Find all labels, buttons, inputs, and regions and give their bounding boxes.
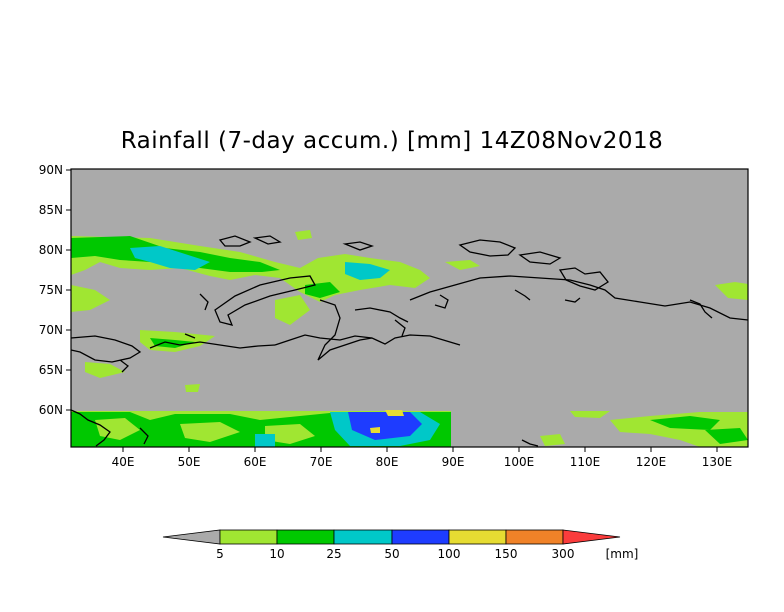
colorbar-high-arrow — [562, 529, 621, 545]
lon-label-60e: 60E — [244, 455, 267, 469]
colorbar-label-10: 10 — [269, 547, 284, 561]
lon-label-100e: 100E — [504, 455, 535, 469]
lat-label-75n: 75N — [39, 283, 63, 297]
lat-label-65n: 65N — [39, 363, 63, 377]
latitude-axis — [66, 169, 71, 411]
colorbar-unit: [mm] — [606, 547, 639, 561]
colorbar — [162, 529, 621, 545]
lat-label-70n: 70N — [39, 323, 63, 337]
lat-label-90n: 90N — [39, 163, 63, 177]
lon-label-40e: 40E — [112, 455, 135, 469]
lon-label-120e: 120E — [636, 455, 667, 469]
colorbar-label-300: 300 — [552, 547, 575, 561]
lon-label-130e: 130E — [702, 455, 733, 469]
map-title: Rainfall (7-day accum.) [mm] 14Z08Nov201… — [120, 128, 664, 154]
colorbar-swatch-100-150 — [448, 529, 507, 545]
longitude-axis — [122, 447, 718, 452]
colorbar-label-50: 50 — [384, 547, 399, 561]
colorbar-swatch-5-10 — [219, 529, 278, 545]
lon-label-70e: 70E — [310, 455, 333, 469]
lat-label-85n: 85N — [39, 203, 63, 217]
lat-label-60n: 60N — [39, 403, 63, 417]
lat-label-80n: 80N — [39, 243, 63, 257]
colorbar-label-25: 25 — [326, 547, 341, 561]
rainfall-field — [71, 230, 748, 447]
map-frame — [70, 168, 749, 448]
lon-label-90e: 90E — [442, 455, 465, 469]
colorbar-swatch-50-100 — [391, 529, 450, 545]
map-background — [71, 169, 748, 447]
colorbar-low-arrow — [162, 529, 221, 545]
colorbar-label-5: 5 — [216, 547, 224, 561]
lon-label-110e: 110E — [570, 455, 601, 469]
lon-label-50e: 50E — [178, 455, 201, 469]
colorbar-swatch-25-50 — [333, 529, 393, 545]
colorbar-label-150: 150 — [495, 547, 518, 561]
colorbar-swatch-150-300 — [505, 529, 564, 545]
lon-label-80e: 80E — [376, 455, 399, 469]
colorbar-label-100: 100 — [438, 547, 461, 561]
colorbar-swatch-10-25 — [276, 529, 335, 545]
